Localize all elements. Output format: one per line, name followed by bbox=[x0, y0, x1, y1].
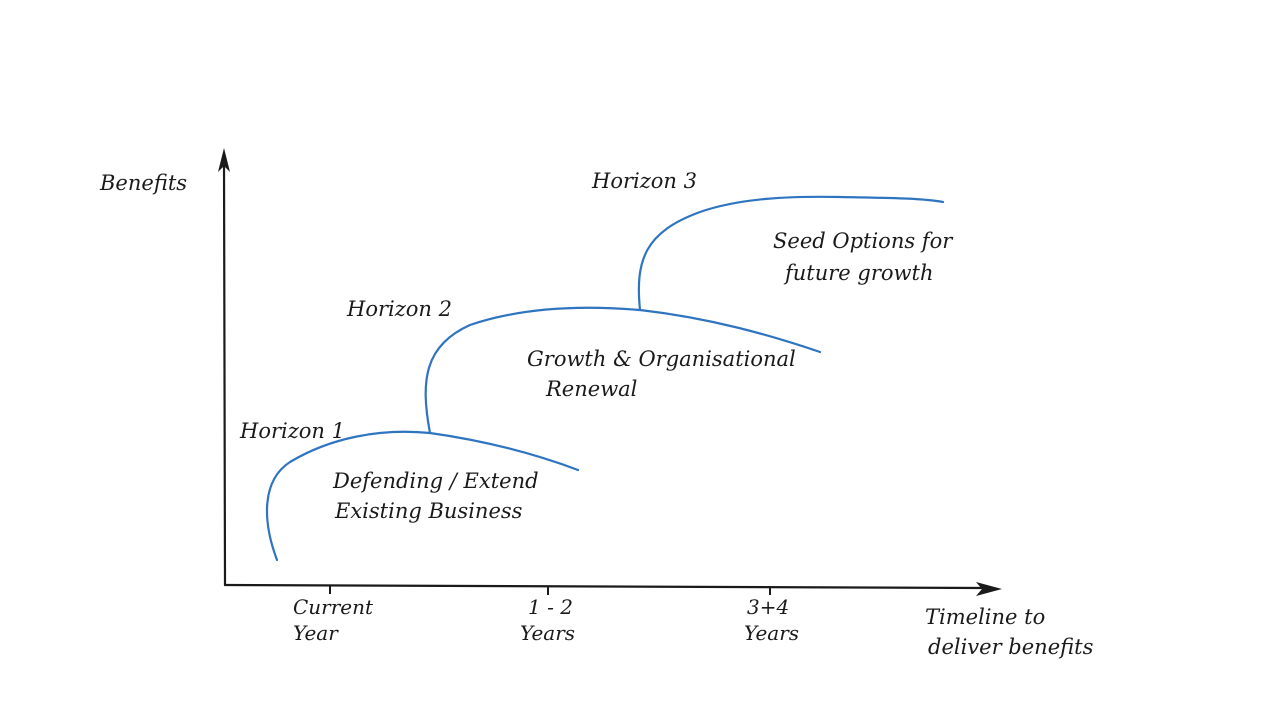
horizon-1-label: Horizon 1 bbox=[239, 419, 345, 443]
y-axis-label: Benefits bbox=[99, 171, 187, 195]
horizon-2-label: Horizon 2 bbox=[346, 297, 452, 321]
horizon-3-label: Horizon 3 bbox=[591, 169, 697, 193]
tick-label-year: Year bbox=[293, 621, 339, 645]
horizon-2-curve bbox=[424, 306, 822, 435]
horizon-2-description-line2: Renewal bbox=[545, 377, 637, 401]
x-axis bbox=[223, 583, 987, 590]
tick-label-1-2: 1 - 2 bbox=[528, 595, 573, 619]
y-axis bbox=[222, 158, 227, 587]
x-axis-label-line1: Timeline to bbox=[925, 605, 1045, 629]
y-axis-arrowhead bbox=[218, 148, 230, 172]
horizon-3-curve bbox=[637, 195, 945, 312]
tick-label-3-4: 3+4 bbox=[747, 595, 789, 619]
x-axis-label-line2: deliver benefits bbox=[928, 635, 1094, 659]
horizon-3-description-line2: future growth bbox=[783, 261, 933, 285]
tick-label-years-2: Years bbox=[744, 621, 799, 645]
tick-label-years-1: Years bbox=[520, 621, 575, 645]
horizon-1-description-line2: Existing Business bbox=[334, 499, 523, 523]
tick-label-current: Current bbox=[293, 595, 374, 619]
x-axis-arrowhead bbox=[976, 582, 1002, 596]
horizon-1-curve bbox=[265, 430, 580, 562]
horizon-3-description-line1: Seed Options for bbox=[773, 229, 954, 253]
horizon-2-description-line1: Growth & Organisational bbox=[527, 347, 796, 371]
horizon-1-description-line1: Defending / Extend bbox=[332, 469, 539, 493]
